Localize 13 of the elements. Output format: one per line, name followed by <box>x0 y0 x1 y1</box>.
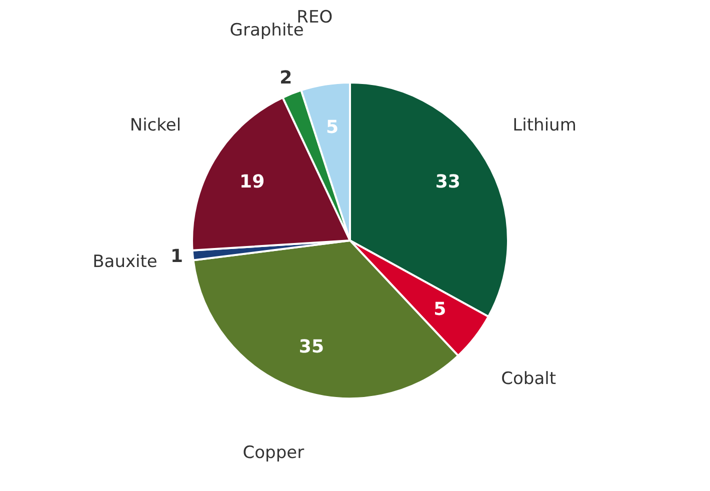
data-label: 33 <box>435 172 460 193</box>
data-label: 2 <box>280 68 292 89</box>
slice-label: Copper <box>242 443 304 464</box>
data-label: 1 <box>170 246 184 267</box>
slice-label: Nickel <box>130 115 182 136</box>
data-label: 19 <box>240 172 265 193</box>
slice-label: Lithium <box>512 115 576 136</box>
data-label: 5 <box>326 117 338 138</box>
slice-label: REO <box>296 7 333 28</box>
data-label: 35 <box>298 336 324 358</box>
slice-label: Bauxite <box>92 252 158 272</box>
data-label: 5 <box>434 299 446 320</box>
slice-label: Cobalt <box>501 369 556 390</box>
